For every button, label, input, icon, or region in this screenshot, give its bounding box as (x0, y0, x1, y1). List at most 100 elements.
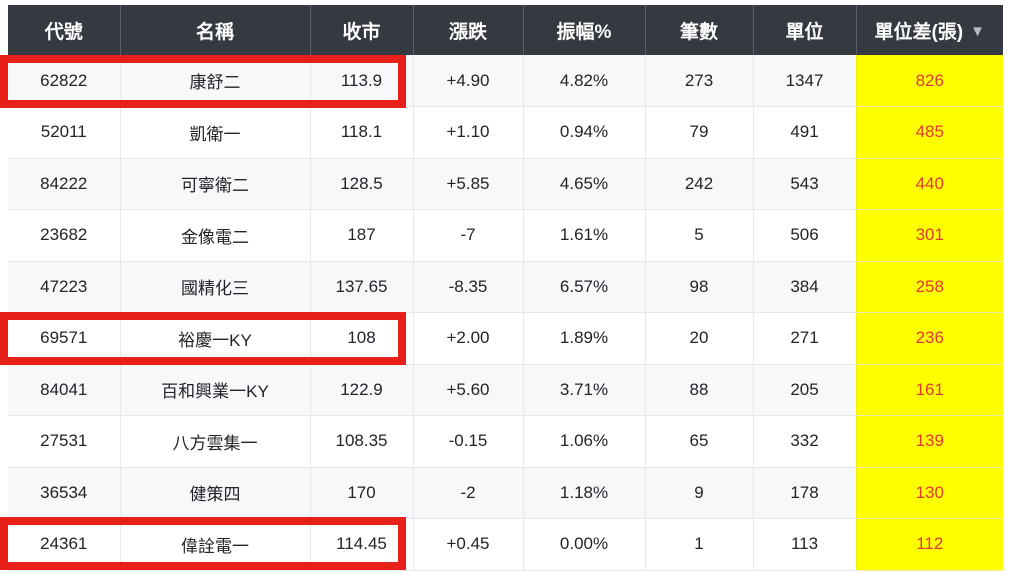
cell-units: 491 (752, 106, 856, 159)
cell-code: 36534 (8, 467, 120, 519)
cell-amp: 1.89% (522, 312, 645, 365)
cell-units: 506 (752, 209, 856, 262)
cell-diff: 258 (855, 261, 1003, 313)
cell-diff: 301 (855, 209, 1003, 262)
cell-name: 裕慶一KY (119, 312, 310, 365)
cell-code: 69571 (8, 312, 120, 365)
column-header-change[interactable]: 漲跌 (412, 5, 524, 55)
cell-units: 332 (752, 415, 856, 468)
table-row[interactable]: 24361 偉詮電一 114.45 +0.45 0.00% 1 113 112 (8, 518, 1003, 571)
column-header-units-label: 單位 (785, 21, 824, 43)
cell-change: +4.90 (412, 55, 523, 107)
cell-trades: 65 (644, 415, 753, 468)
cell-units: 113 (752, 518, 856, 571)
cell-code: 47223 (8, 261, 120, 313)
cell-amp: 1.18% (522, 467, 645, 519)
table-row[interactable]: 27531 八方雲集一 108.35 -0.15 1.06% 65 332 139 (8, 415, 1003, 468)
table-row[interactable]: 62822 康舒二 113.9 +4.90 4.82% 273 1347 826 (8, 55, 1003, 107)
cell-amp: 6.57% (522, 261, 645, 313)
table-row[interactable]: 47223 國精化三 137.65 -8.35 6.57% 98 384 258 (8, 261, 1003, 313)
cell-amp: 1.61% (522, 209, 645, 262)
cell-close: 108.35 (309, 415, 413, 468)
cell-diff: 161 (855, 364, 1003, 416)
cell-name: 偉詮電一 (119, 518, 310, 571)
cell-change: -2 (412, 467, 523, 519)
cell-close: 187 (309, 209, 413, 262)
table-row[interactable]: 36534 健策四 170 -2 1.18% 9 178 130 (8, 467, 1003, 519)
cell-units: 1347 (752, 55, 856, 107)
table-row[interactable]: 69571 裕慶一KY 108 +2.00 1.89% 20 271 236 (8, 312, 1003, 365)
column-header-amplitude-label: 振幅% (556, 21, 612, 43)
cell-diff: 440 (855, 158, 1003, 210)
cell-units: 178 (752, 467, 856, 519)
cell-code: 52011 (8, 106, 120, 159)
cell-change: +2.00 (412, 312, 523, 365)
cell-diff: 112 (855, 518, 1003, 571)
cell-code: 62822 (8, 55, 120, 107)
cell-name: 金像電二 (119, 209, 310, 262)
cell-code: 23682 (8, 209, 120, 262)
cell-change: +5.85 (412, 158, 523, 210)
cell-amp: 4.65% (522, 158, 645, 210)
cell-trades: 79 (644, 106, 753, 159)
cell-diff: 485 (855, 106, 1003, 159)
column-header-unit-diff-label: 單位差(張) (874, 21, 964, 43)
cell-amp: 1.06% (522, 415, 645, 468)
cell-change: -8.35 (412, 261, 523, 313)
cell-close: 114.45 (309, 518, 413, 571)
cell-trades: 5 (644, 209, 753, 262)
cell-units: 271 (752, 312, 856, 365)
cell-diff: 826 (855, 55, 1003, 107)
cell-name: 可寧衛二 (119, 158, 310, 210)
cell-amp: 3.71% (522, 364, 645, 416)
cell-amp: 0.94% (522, 106, 645, 159)
cell-name: 國精化三 (119, 261, 310, 313)
cell-trades: 98 (644, 261, 753, 313)
column-header-units[interactable]: 單位 (752, 5, 857, 55)
cell-trades: 20 (644, 312, 753, 365)
cell-trades: 88 (644, 364, 753, 416)
column-header-change-label: 漲跌 (448, 21, 487, 43)
column-header-code-label: 代號 (44, 21, 83, 43)
cell-close: 137.65 (309, 261, 413, 313)
cell-code: 24361 (8, 518, 120, 571)
cell-code: 84041 (8, 364, 120, 416)
cell-name: 百和興業一KY (119, 364, 310, 416)
column-header-close[interactable]: 收市 (309, 5, 414, 55)
cell-close: 128.5 (309, 158, 413, 210)
cell-change: +0.45 (412, 518, 523, 571)
cell-name: 凱衛一 (119, 106, 310, 159)
cell-diff: 130 (855, 467, 1003, 519)
table-row[interactable]: 23682 金像電二 187 -7 1.61% 5 506 301 (8, 209, 1003, 262)
column-header-code[interactable]: 代號 (8, 5, 121, 55)
sort-descending-icon[interactable]: ▼ (970, 22, 985, 40)
cell-code: 27531 (8, 415, 120, 468)
cell-close: 108 (309, 312, 413, 365)
cell-name: 康舒二 (119, 55, 310, 107)
column-header-amplitude[interactable]: 振幅% (522, 5, 646, 55)
cell-trades: 242 (644, 158, 753, 210)
table-row[interactable]: 52011 凱衛一 118.1 +1.10 0.94% 79 491 485 (8, 106, 1003, 159)
column-header-name-label: 名稱 (195, 21, 234, 43)
cell-close: 170 (309, 467, 413, 519)
cell-close: 113.9 (309, 55, 413, 107)
cell-change: -7 (412, 209, 523, 262)
table-row[interactable]: 84041 百和興業一KY 122.9 +5.60 3.71% 88 205 161 (8, 364, 1003, 416)
cell-amp: 0.00% (522, 518, 645, 571)
table-row[interactable]: 84222 可寧衛二 128.5 +5.85 4.65% 242 543 440 (8, 158, 1003, 210)
cell-name: 健策四 (119, 467, 310, 519)
cell-units: 543 (752, 158, 856, 210)
column-header-trades-label: 筆數 (679, 21, 718, 43)
cell-name: 八方雲集一 (119, 415, 310, 468)
table-header-row: 代號 名稱 收市 漲跌 振幅% 筆數 單位 單位差(張) ▼ (8, 5, 1003, 55)
cell-trades: 1 (644, 518, 753, 571)
column-header-unit-diff[interactable]: 單位差(張) ▼ (855, 5, 1003, 55)
column-header-name[interactable]: 名稱 (119, 5, 311, 55)
column-header-close-label: 收市 (342, 21, 381, 43)
cell-diff: 236 (855, 312, 1003, 365)
column-header-trades[interactable]: 筆數 (644, 5, 754, 55)
cell-code: 84222 (8, 158, 120, 210)
table-header: 代號 名稱 收市 漲跌 振幅% 筆數 單位 單位差(張) ▼ (8, 5, 1003, 55)
cell-units: 384 (752, 261, 856, 313)
